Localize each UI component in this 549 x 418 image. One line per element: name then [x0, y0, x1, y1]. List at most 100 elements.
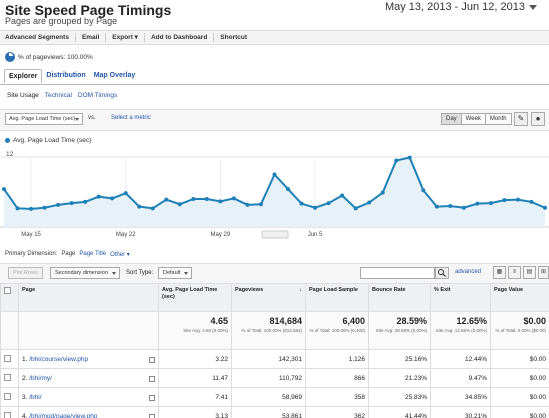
- data-point[interactable]: [150, 206, 155, 211]
- data-point[interactable]: [137, 204, 142, 209]
- chart-resize-handle[interactable]: [261, 230, 289, 239]
- open-page-icon[interactable]: [149, 356, 155, 363]
- export-label: Export: [112, 34, 133, 41]
- data-point[interactable]: [502, 198, 507, 203]
- row-page-link[interactable]: /bhi/course/view.php: [29, 355, 89, 363]
- dimension-other[interactable]: Other ▾: [110, 252, 130, 258]
- header-load-sample[interactable]: Page Load Sample: [305, 283, 369, 312]
- data-point[interactable]: [475, 201, 480, 206]
- header-avg-load[interactable]: Avg. Page Load Time (sec): [158, 283, 232, 312]
- header-page[interactable]: Page: [18, 283, 159, 312]
- data-point[interactable]: [110, 196, 115, 201]
- select-all-checkbox[interactable]: [4, 287, 11, 294]
- header-bounce[interactable]: Bounce Rate: [368, 283, 431, 312]
- advanced-filter-link[interactable]: advanced: [455, 269, 482, 275]
- data-point[interactable]: [488, 201, 493, 206]
- subtab-site-usage[interactable]: Site Usage: [7, 92, 39, 99]
- data-point[interactable]: [123, 191, 128, 196]
- period-week-button[interactable]: Week: [462, 114, 486, 124]
- data-point[interactable]: [367, 200, 372, 205]
- period-day-button[interactable]: Day: [442, 114, 462, 124]
- row-page-link[interactable]: /bhi/: [29, 393, 42, 401]
- data-point[interactable]: [529, 199, 534, 204]
- date-range-picker[interactable]: May 13, 2013 - Jun 12, 2013: [385, 1, 537, 13]
- plot-rows-button[interactable]: Plot Rows: [8, 267, 43, 279]
- data-point[interactable]: [15, 206, 20, 211]
- open-page-icon[interactable]: [149, 394, 155, 401]
- row-page-link[interactable]: /bhi/my/: [29, 374, 52, 382]
- header-pageviews[interactable]: Pageviews ↓: [231, 283, 306, 312]
- data-point[interactable]: [286, 187, 291, 192]
- data-point[interactable]: [231, 196, 236, 201]
- data-point[interactable]: [29, 206, 34, 211]
- add-to-dashboard-button[interactable]: Add to Dashboard: [145, 33, 215, 42]
- data-point[interactable]: [340, 193, 345, 198]
- tab-map-overlay[interactable]: Map Overlay: [93, 72, 136, 79]
- data-point[interactable]: [421, 188, 426, 193]
- export-button[interactable]: Export ▾: [106, 33, 145, 42]
- data-point[interactable]: [515, 197, 520, 202]
- data-point[interactable]: [204, 197, 209, 201]
- secondary-dimension-select[interactable]: Secondary dimension: [50, 267, 120, 279]
- data-point[interactable]: [258, 202, 263, 207]
- data-point[interactable]: [313, 205, 318, 210]
- sort-type-select[interactable]: Default: [158, 267, 192, 279]
- data-point[interactable]: [434, 204, 439, 209]
- subtab-dom-timings[interactable]: DOM Timings: [77, 92, 118, 99]
- table-view-icon[interactable]: ▦: [493, 266, 506, 279]
- row-checkbox[interactable]: [4, 373, 11, 381]
- data-point[interactable]: [191, 197, 196, 201]
- data-point[interactable]: [83, 199, 88, 204]
- row-checkbox[interactable]: [4, 354, 11, 362]
- open-page-icon[interactable]: [149, 375, 155, 382]
- x-tick-label: Jun 5: [308, 232, 323, 238]
- data-point[interactable]: [380, 190, 385, 195]
- data-point[interactable]: [42, 205, 47, 210]
- data-point[interactable]: [2, 187, 6, 192]
- data-point[interactable]: [353, 206, 358, 211]
- tab-explorer[interactable]: Explorer: [4, 69, 43, 83]
- search-button[interactable]: [435, 267, 449, 279]
- row-index: 4.: [22, 412, 28, 418]
- advanced-segments-button[interactable]: Advanced Segments: [5, 33, 76, 42]
- metric-bar: [0, 109, 549, 131]
- motion-chart-icon[interactable]: ●: [531, 112, 545, 126]
- data-point[interactable]: [394, 158, 399, 163]
- data-point[interactable]: [407, 155, 412, 160]
- open-page-icon[interactable]: [149, 413, 155, 418]
- table-search-input[interactable]: [360, 267, 435, 279]
- header-exit[interactable]: % Exit: [430, 283, 491, 312]
- tab-distribution[interactable]: Distribution: [46, 72, 86, 79]
- data-point[interactable]: [299, 201, 304, 206]
- data-point[interactable]: [245, 202, 250, 207]
- performance-view-icon[interactable]: ▤: [523, 266, 536, 279]
- total-pageviews: 814,684: [269, 316, 302, 326]
- subtab-technical[interactable]: Technical: [44, 92, 72, 99]
- data-point[interactable]: [56, 202, 61, 207]
- data-point[interactable]: [326, 201, 331, 206]
- email-button[interactable]: Email: [76, 33, 107, 42]
- row-page-link[interactable]: /bhi/mod/page/view.php: [29, 412, 98, 418]
- row-checkbox[interactable]: [4, 392, 11, 400]
- data-point[interactable]: [177, 202, 182, 207]
- metric-select[interactable]: Avg. Page Load Time (sec): [5, 113, 83, 125]
- shortcut-button[interactable]: Shortcut: [220, 34, 248, 41]
- data-point[interactable]: [96, 194, 101, 199]
- dimension-page[interactable]: Page: [61, 251, 76, 257]
- data-point[interactable]: [272, 172, 277, 177]
- pivot-view-icon[interactable]: ⊞: [538, 266, 549, 279]
- period-month-button[interactable]: Month: [489, 116, 507, 122]
- data-point[interactable]: [164, 197, 169, 202]
- data-point[interactable]: [543, 205, 547, 210]
- header-value[interactable]: Page Value: [490, 283, 549, 312]
- row-checkbox[interactable]: [4, 411, 11, 418]
- data-point[interactable]: [461, 205, 466, 210]
- data-point[interactable]: [69, 201, 74, 206]
- comparison-view-icon[interactable]: ≡: [508, 266, 521, 279]
- totals-pageviews: 814,684 % of Total: 100.00% (814,684): [231, 311, 306, 350]
- data-point[interactable]: [448, 204, 453, 208]
- line-chart-icon[interactable]: ✎: [514, 112, 528, 126]
- data-point[interactable]: [218, 199, 223, 204]
- dimension-page-title[interactable]: Page Title: [79, 251, 107, 257]
- select-metric-link[interactable]: Select a metric: [111, 115, 151, 121]
